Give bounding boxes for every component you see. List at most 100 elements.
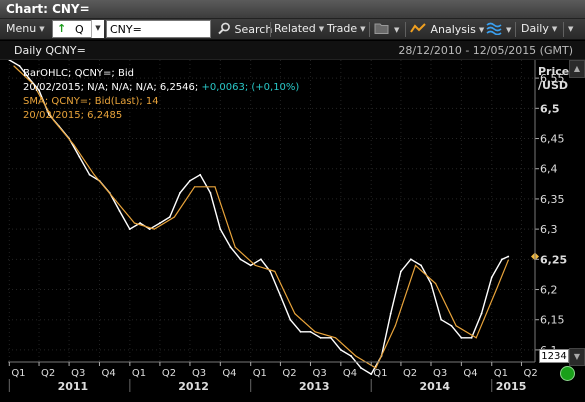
arrow-up-icon: ▲ [573, 64, 581, 73]
price-point [249, 264, 252, 267]
price-chart[interactable]: 6,556,56,456,46,356,36,256,26,156,1 Q1Q2… [0, 59, 585, 402]
price-point [360, 367, 362, 369]
ric-dropdown-button[interactable]: ▼ [91, 20, 104, 38]
legend-sma-series: SMA; QCNY=; Bid(Last); 14 [23, 96, 159, 107]
folder-menu[interactable]: ▼ [374, 22, 399, 36]
sma-point [113, 198, 115, 200]
date-range: 28/12/2010 - 12/05/2015 (GMT) [398, 44, 573, 57]
price-point [239, 258, 242, 261]
trade-menu[interactable]: Trade ▼ [327, 22, 366, 35]
toolbar-divider [515, 22, 516, 37]
scroll-down-button[interactable]: ▼ [569, 348, 585, 366]
chevron-down-icon: ▼ [360, 25, 366, 33]
sma-point [334, 337, 337, 339]
toolbar-divider [563, 22, 564, 37]
price-point [330, 336, 332, 339]
analysis-icon [410, 23, 426, 33]
y-tick-label: 6,5 [540, 102, 560, 115]
toolbar-divider [405, 22, 406, 37]
instrument-input[interactable]: CNY= [106, 20, 211, 38]
search-label: Search [234, 23, 273, 36]
status-indicator-icon[interactable] [560, 366, 575, 381]
x-year-label: 2012 [178, 380, 209, 393]
price-point [389, 312, 392, 315]
related-label: Related [274, 22, 316, 35]
interval-menu[interactable]: Daily ▼ [521, 22, 557, 35]
legend-bar-values: 20/02/2015; N/A; N/A; N/A; 6,2546; +0,00… [23, 82, 299, 93]
overflow-menu-button[interactable]: ▼ [568, 22, 573, 35]
menu-label: Menu [6, 22, 37, 35]
ric-prefix: Q [75, 23, 84, 36]
chevron-down-icon: ▼ [568, 25, 574, 33]
toolbar-divider [270, 22, 271, 37]
analysis-menu[interactable]: Analysis ▼ [410, 22, 484, 36]
related-menu[interactable]: Related ▼ [274, 22, 324, 35]
sma-point [254, 264, 256, 266]
x-tick-label: Q4 [343, 368, 357, 379]
y-tick-label: 6,4 [540, 163, 558, 176]
y-axis: 6,556,56,456,46,356,36,256,26,156,1 [534, 60, 567, 362]
y-tick-label: 6,55 [540, 72, 565, 85]
price-point [350, 355, 352, 357]
x-tick-label: Q2 [523, 368, 537, 379]
price-point [260, 258, 262, 261]
chart-name: Daily QCNY= [14, 44, 86, 57]
scroll-up-button[interactable]: ▲ [569, 60, 585, 78]
toolbar: Menu ▼ ↑ Q ▼ CNY= Search Related ▼ Trade ▼ … [0, 19, 585, 40]
price-point [189, 179, 191, 182]
sma-point [414, 264, 417, 266]
y-axis-title: Price [538, 65, 570, 78]
y-axis-unit: /USD [538, 79, 569, 92]
sma-point [153, 228, 155, 230]
sma-point [32, 83, 35, 85]
sma-point [133, 222, 136, 224]
sma-point [193, 186, 196, 188]
price-point [38, 89, 40, 92]
price-point [480, 312, 483, 315]
plot-background [0, 60, 535, 362]
price-point [229, 246, 232, 249]
legend-bar-series: BarOHLC; QCNY=; Bid [23, 68, 134, 79]
price-point [8, 59, 11, 61]
sma-point [355, 355, 357, 357]
x-tick-label: Q1 [132, 368, 146, 379]
y-tick-label: 6,3 [540, 223, 558, 236]
y-tick-label: 6,15 [540, 314, 565, 327]
price-point [289, 318, 292, 321]
price-point [158, 222, 161, 224]
chevron-down-icon: ▼ [478, 26, 485, 34]
sma-point [52, 119, 55, 121]
price-point [148, 228, 151, 231]
price-box[interactable]: 1234 [539, 349, 569, 363]
sma-series-line [13, 65, 509, 369]
menu-button[interactable]: Menu ▼ [6, 22, 45, 35]
price-point [370, 373, 373, 375]
sma-point [274, 270, 276, 272]
studies-menu[interactable]: ▼ [486, 22, 511, 36]
chevron-down-icon: ▼ [506, 26, 512, 34]
x-tick-label: Q1 [11, 368, 25, 379]
folder-icon [374, 23, 389, 34]
chevron-down-icon: ▼ [551, 25, 558, 33]
toolbar-divider [369, 22, 370, 37]
chart-area[interactable]: 6,556,56,456,46,356,36,256,26,156,1 Q1Q2… [0, 59, 585, 402]
chevron-down-icon: ▼ [39, 25, 45, 33]
sma-point [455, 325, 457, 327]
sma-point [475, 337, 477, 339]
x-tick-label: Q3 [71, 368, 85, 379]
sma-point [294, 313, 296, 315]
x-year-label: 2014 [419, 380, 450, 393]
sma-point [507, 259, 509, 261]
price-point [501, 258, 503, 261]
x-axis: Q1 Q2 Q3 Q4 Q1 Q2 Q3 Q4 Q1 Q2 Q3 Q4 Q1 Q2 Q3 Q4 Q1 Q22011… [8, 361, 538, 393]
trade-label: Trade [327, 22, 358, 35]
price-point [460, 336, 463, 339]
x-tick-label: Q2 [41, 368, 55, 379]
price-point [440, 318, 443, 321]
interval-label: Daily [521, 22, 549, 35]
price-point [199, 173, 202, 176]
sma-point [73, 143, 75, 146]
price-point [420, 264, 422, 267]
search-button[interactable]: Search [218, 22, 272, 36]
price-point [279, 294, 282, 297]
